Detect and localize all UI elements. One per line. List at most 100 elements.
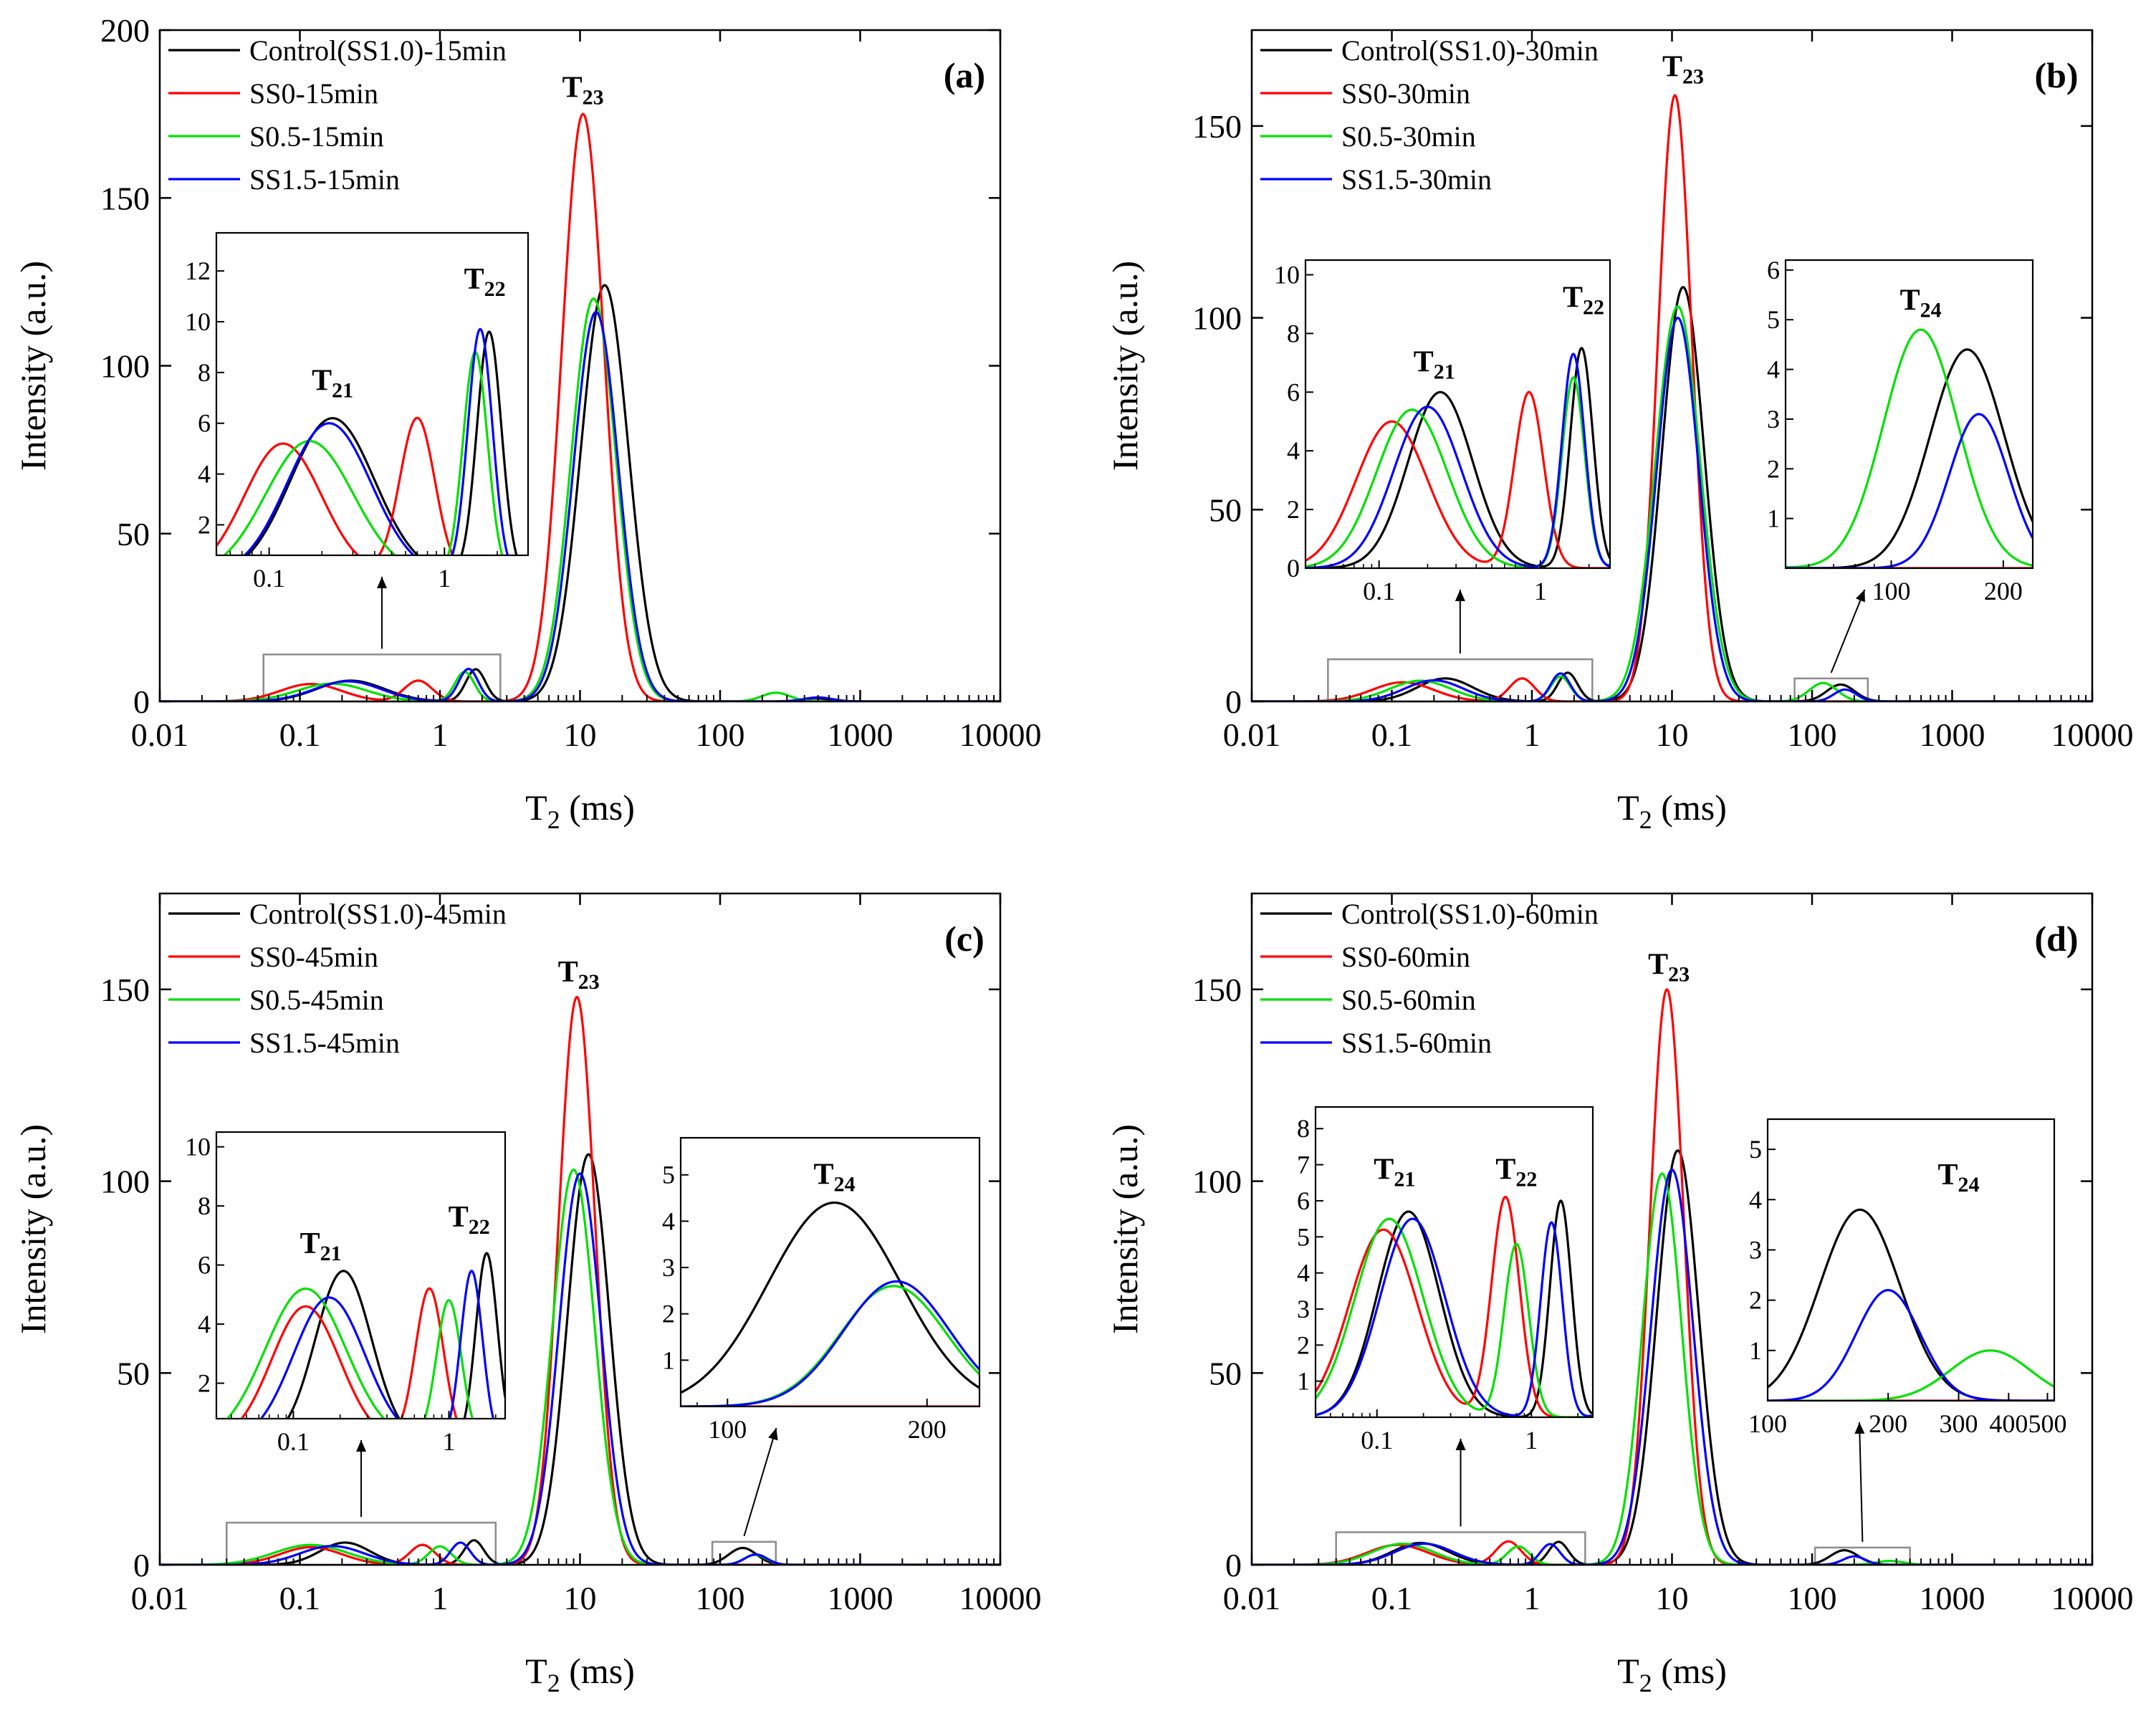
x-tick-label: 10000 bbox=[959, 716, 1042, 753]
y-tick-label: 150 bbox=[1192, 972, 1242, 1008]
legend-label: SS1.5-60min bbox=[1341, 1027, 1492, 1059]
inset-y-tick-label: 8 bbox=[198, 1192, 211, 1220]
inset-x-tick-label: 100 bbox=[1748, 1409, 1787, 1438]
inset-y-tick-label: 4 bbox=[198, 1310, 211, 1338]
inset-y-tick-label: 8 bbox=[1287, 319, 1300, 348]
panel-letter: (c) bbox=[944, 919, 984, 959]
x-tick-label: 10000 bbox=[2051, 1580, 2134, 1616]
inset-y-tick-label: 2 bbox=[198, 1369, 211, 1398]
inset-background bbox=[1768, 1119, 2054, 1401]
y-axis-label: Intensity (a.u.) bbox=[13, 1124, 53, 1334]
inset-t21-t22: 0.1 1 1 2 3 4 5 6 7 8 T21 T22 bbox=[1297, 1106, 1594, 1527]
x-tick-label: 0.01 bbox=[1223, 716, 1281, 753]
inset-peak-label: T22 bbox=[464, 263, 506, 301]
inset-series-1 bbox=[681, 1201, 979, 1394]
inset-series-1 bbox=[1316, 1199, 1593, 1417]
inset-frame bbox=[1314, 1106, 1594, 1419]
inset-y-tick-label: 3 bbox=[1297, 1295, 1310, 1323]
inset-series-3 bbox=[1786, 328, 2033, 568]
inset-frame bbox=[1304, 259, 1611, 570]
y-tick-label: 100 bbox=[100, 1164, 150, 1200]
panel-d-series-3 bbox=[1252, 1172, 2092, 1565]
panel-b-series-2 bbox=[1252, 93, 2092, 701]
panel-letter: (d) bbox=[2034, 919, 2078, 959]
legend-label: S0.5-30min bbox=[1341, 120, 1476, 153]
inset-y-tick-label: 2 bbox=[1287, 495, 1300, 524]
y-tick-label: 200 bbox=[100, 12, 150, 49]
x-tick-label: 100 bbox=[1788, 1580, 1837, 1616]
x-tick-label: 0.01 bbox=[131, 1580, 189, 1616]
inset-series-4 bbox=[259, 1270, 495, 1419]
inset-y-tick-label: 3 bbox=[1767, 405, 1780, 433]
inset-y-tick-label: 6 bbox=[198, 409, 211, 438]
inset-series-2 bbox=[216, 416, 454, 555]
panel-a-series-3 bbox=[160, 297, 1000, 701]
y-tick-label: 0 bbox=[133, 684, 150, 720]
inset-x-tick-label: 0.1 bbox=[1361, 1426, 1393, 1454]
y-tick-label: 100 bbox=[100, 348, 150, 385]
inset-y-tick-label: 4 bbox=[1749, 1185, 1762, 1214]
inset-y-tick-label: 0 bbox=[1287, 554, 1300, 583]
zoom-arrow-head bbox=[1455, 1439, 1466, 1450]
panel-a-series-2 bbox=[160, 112, 1000, 701]
inset-background bbox=[1786, 260, 2033, 568]
x-axis-label: T2 (ms) bbox=[525, 1651, 635, 1697]
panel-letter: (a) bbox=[944, 55, 985, 95]
inset-peak-label: T21 bbox=[1414, 346, 1455, 384]
y-tick-label: 150 bbox=[100, 180, 150, 216]
inset-x-tick-label: 100 bbox=[708, 1415, 747, 1444]
inset-y-tick-label: 2 bbox=[1297, 1331, 1310, 1359]
x-tick-label: 1000 bbox=[828, 716, 893, 753]
inset-y-tick-label: 6 bbox=[198, 1251, 211, 1280]
inset-series-3 bbox=[226, 1287, 474, 1419]
inset-series-4 bbox=[1316, 1217, 1593, 1417]
y-tick-label: 50 bbox=[117, 516, 150, 552]
inset-series-2 bbox=[1305, 390, 1610, 568]
inset-background bbox=[216, 1132, 505, 1419]
peak-label: T23 bbox=[1662, 50, 1704, 88]
inset-frame bbox=[215, 1131, 507, 1420]
inset-y-tick-label: 1 bbox=[662, 1346, 675, 1374]
legend-label: Control(SS1.0)-15min bbox=[249, 34, 507, 67]
inset-y-tick-label: 5 bbox=[1767, 305, 1780, 334]
inset-x-tick-label: 200 bbox=[1869, 1409, 1907, 1438]
inset-x-tick-label: 200 bbox=[908, 1415, 947, 1444]
y-tick-label: 50 bbox=[1209, 1355, 1242, 1391]
inset-series-3 bbox=[1316, 1217, 1593, 1417]
x-tick-label: 10 bbox=[564, 716, 597, 753]
inset-series-2 bbox=[240, 1287, 458, 1419]
inset-y-tick-label: 2 bbox=[1749, 1286, 1762, 1315]
panel-c-series-2 bbox=[160, 995, 1000, 1565]
inset-y-tick-label: 1 bbox=[1767, 504, 1780, 533]
x-tick-label: 1000 bbox=[1920, 1580, 1985, 1616]
inset-frame bbox=[679, 1136, 981, 1408]
panel-a: 0.01 0.1 1 10 100 1000 10000 0 50 100 150 200 T2 (ms… bbox=[13, 12, 1042, 834]
y-tick-label: 150 bbox=[1192, 108, 1242, 145]
x-tick-label: 100 bbox=[696, 716, 745, 753]
inset-y-tick-label: 10 bbox=[185, 307, 211, 336]
y-axis-label: Intensity (a.u.) bbox=[1105, 261, 1145, 471]
inset-x-tick-label: 300 bbox=[1940, 1409, 1978, 1438]
inset-t24: 100 200 1 2 3 4 5 6 T24 bbox=[1767, 256, 2034, 674]
x-tick-label: 1000 bbox=[828, 1580, 893, 1616]
y-tick-label: 0 bbox=[1225, 1547, 1242, 1583]
inset-x-tick-label: 0.1 bbox=[1363, 577, 1395, 605]
inset-peak-label: T24 bbox=[1900, 284, 1942, 322]
x-tick-label: 0.1 bbox=[1371, 716, 1413, 753]
legend-label: SS0-15min bbox=[249, 77, 378, 110]
inset-background bbox=[681, 1138, 979, 1406]
inset-x-tick-label: 500 bbox=[2028, 1409, 2066, 1438]
x-tick-label: 10 bbox=[1656, 716, 1689, 753]
x-axis-label: T2 (ms) bbox=[1617, 787, 1727, 834]
inset-series-4 bbox=[243, 327, 509, 555]
inset-series-4 bbox=[681, 1280, 979, 1406]
x-axis-label: T2 (ms) bbox=[525, 787, 635, 834]
inset-y-tick-label: 4 bbox=[1287, 436, 1300, 465]
inset-y-tick-label: 3 bbox=[662, 1253, 675, 1282]
inset-y-tick-label: 4 bbox=[198, 460, 211, 489]
y-axis-label: Intensity (a.u.) bbox=[13, 261, 53, 471]
inset-y-tick-label: 8 bbox=[198, 358, 211, 387]
